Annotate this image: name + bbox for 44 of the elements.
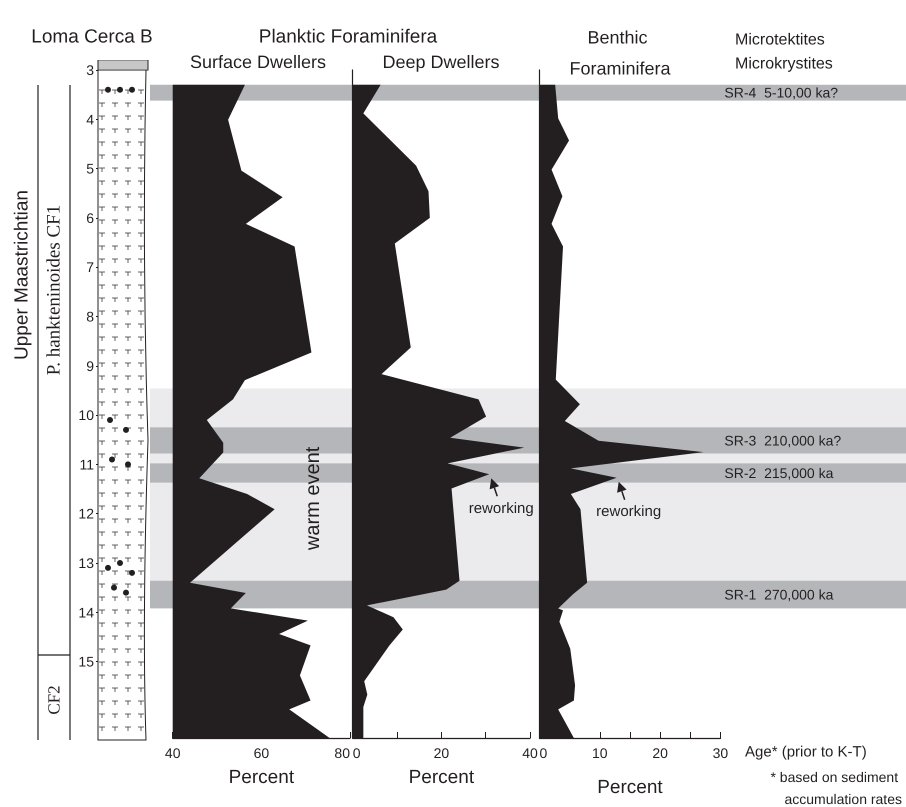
- x-tick-label: 20: [652, 745, 668, 761]
- text: Upper Maastrichtian: [12, 190, 32, 360]
- y-tick-label: 14: [78, 604, 94, 620]
- y-tick-label: 10: [78, 407, 94, 424]
- band-label: warm event: [302, 446, 324, 552]
- x-tick-label: 60: [254, 745, 270, 761]
- x-tick-label: 0: [540, 745, 548, 761]
- band-label: SR-1 270,000 ka: [724, 586, 834, 603]
- y-tick-label: 15: [78, 654, 94, 670]
- x-axis-title: Percent: [228, 767, 295, 788]
- y-tick-label: 12: [78, 506, 94, 522]
- y-tick-label: 9: [86, 358, 94, 374]
- annotation: reworking: [596, 503, 662, 520]
- y-tick-label: 5: [86, 160, 94, 177]
- x-axis-title: Percent: [597, 777, 664, 798]
- x-tick-label: 0: [352, 745, 361, 761]
- x-tick-label: 40: [522, 745, 538, 761]
- text: Loma Cerca B: [31, 26, 153, 48]
- x-tick-label: 20: [434, 745, 450, 761]
- y-tick-label: 4: [86, 111, 94, 128]
- y-tick-label: 11: [79, 456, 94, 472]
- y-tick-label: 8: [86, 308, 94, 324]
- x-tick-label: 10: [592, 745, 608, 761]
- x-tick-label: 80: [334, 745, 350, 761]
- y-tick-label: 13: [78, 554, 94, 571]
- text: Age* (prior to K-T): [745, 744, 867, 760]
- text: Planktic Foraminifera: [258, 26, 438, 48]
- text: Microtektites Microkrystites: [735, 32, 833, 72]
- band-label: SR-4 5-10,00 ka?: [724, 84, 838, 101]
- y-tick-label: 7: [86, 259, 94, 276]
- band-label: SR-3 210,000 ka?: [724, 432, 842, 448]
- x-tick-label: 30: [712, 745, 728, 761]
- band-label: SR-2 215,000 ka: [724, 465, 834, 482]
- x-axis-title: Percent: [408, 767, 475, 788]
- annotation: reworking: [468, 500, 534, 517]
- text: * based on sediment accumulation rates: [770, 769, 902, 807]
- chart-title: Deep Dwellers: [382, 52, 500, 72]
- text: CF2: [44, 685, 64, 715]
- x-tick-label: 40: [164, 745, 181, 761]
- chart-title: Benthic Foraminifera: [569, 28, 672, 78]
- chart-title: Surface Dwellers: [190, 52, 326, 72]
- y-tick-label: 3: [86, 62, 94, 78]
- text: P. hankteninoides CF1: [44, 204, 64, 376]
- y-tick-label: 6: [86, 210, 94, 226]
